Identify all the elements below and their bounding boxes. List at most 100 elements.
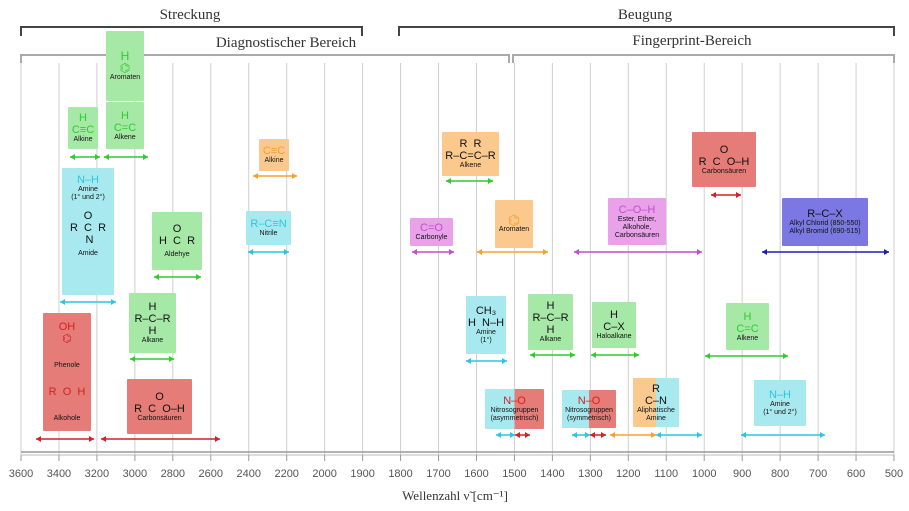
cap-alkene-ch: Alkene	[114, 133, 136, 141]
arrowhead	[585, 432, 590, 438]
cap-nitro-sym: Nitrosogruppen (symmetrisch)	[565, 407, 613, 422]
arrowhead	[515, 432, 520, 438]
tick-labels: 3600 3400 3200 3000 2800 2600 2400 2200 2000 1900…	[9, 455, 903, 480]
box-aromaten: H ⌬ Aromaten	[106, 31, 144, 101]
tick-label: 1900	[350, 468, 374, 480]
cap-aromaten2: Aromaten	[498, 226, 530, 233]
cap-alkylhalide: Alkyl Chlorid (850-550) Alkyl Bromid (69…	[789, 220, 861, 235]
diagnostic-bracket	[20, 54, 510, 63]
arrowhead	[196, 274, 201, 280]
tick-label: 1600	[464, 468, 488, 480]
mol-ester: C–O–H	[618, 203, 656, 216]
tick-label: 1300	[578, 468, 602, 480]
box-alkine-cc: C≡C Alkine	[259, 139, 289, 171]
arrowhead	[820, 432, 825, 438]
beugung-bracket	[398, 26, 895, 36]
mol-carbonsaeuren-co: O R C O–H	[698, 143, 750, 168]
box-nitro-asym: N–O Nitrosogruppen (asymmetrisch)	[485, 389, 544, 429]
cap-haloalkane: Haloalkane	[596, 333, 632, 340]
box-carbonyle: C=O Carbonyle	[410, 218, 453, 246]
box-alkene-ch: H C=C Alkene	[106, 102, 144, 149]
cap-alkane-bend: Alkane	[539, 336, 562, 343]
cap-amine-bend: Amine (1° und 2°)	[763, 401, 797, 416]
mol-nitro-asym: N–O	[503, 395, 526, 407]
arrowhead	[104, 154, 109, 160]
mol-aliph-amine: R C–N	[644, 382, 667, 407]
mol-alkine-ch: H C≡C	[71, 112, 95, 136]
cap-nitro-asym: Nitrosogruppen (asymmetrisch)	[490, 407, 539, 422]
tick-label: 1500	[502, 468, 526, 480]
tick-label: 1100	[654, 468, 678, 480]
arrowhead	[215, 436, 220, 442]
mol-amine1: CH₃ H N–H	[467, 305, 505, 329]
cap-carbonsaeuren-co: Carbonsäuren	[701, 167, 747, 175]
mol-alkine-cc: C≡C	[262, 145, 286, 157]
arrowhead	[143, 154, 148, 160]
arrowhead	[590, 432, 595, 438]
box-amine-bend: N–H Amine (1° und 2°)	[754, 380, 806, 426]
cap-amine: Amine (1° und 2°)	[71, 186, 105, 201]
range-arrows	[36, 154, 889, 442]
arrowhead	[89, 436, 94, 442]
arrowhead	[95, 154, 100, 160]
mol-carbonyle: C=O	[420, 222, 443, 234]
tick-label: 1000	[692, 468, 716, 480]
tick-label: 2400	[236, 468, 260, 480]
mol-alkene-cc: R R R–C=C–R	[445, 138, 496, 162]
box-haloalkane: H C–X Haloalkane	[592, 302, 636, 348]
arrowhead	[130, 356, 135, 362]
mol-alkylhalide: R–C–X	[807, 208, 843, 220]
fingerprint-bracket	[512, 54, 895, 63]
cap-alkohole: Alkohole	[53, 414, 81, 422]
box-nitrile: R–C≡N Nitrile	[246, 211, 291, 245]
arrowhead	[884, 249, 889, 255]
arrowhead	[525, 432, 530, 438]
mol-amine-bend: N–H	[768, 389, 791, 401]
box-amine1: CH₃ H N–H Amine (1°)	[466, 296, 506, 354]
arrowhead	[111, 299, 116, 305]
box-alkene-cc: R R R–C=C–R Alkene	[442, 132, 499, 176]
arrowhead	[496, 432, 501, 438]
arrowhead	[697, 432, 702, 438]
arrowhead	[253, 173, 258, 179]
arrowhead	[101, 436, 106, 442]
arrowhead	[711, 192, 716, 198]
arrowhead	[248, 249, 253, 255]
box-ester: C–O–H Ester, Ether, Alkohole, Carbonsäur…	[608, 198, 666, 245]
mol-amine: N–H	[76, 174, 99, 186]
mol-aromaten2: ⌬	[507, 212, 521, 228]
arrowhead	[449, 249, 454, 255]
arrowhead	[488, 178, 493, 184]
arrowhead	[70, 154, 75, 160]
box-carbonsaeuren-co: O R C O–H Carbonsäuren	[692, 132, 756, 187]
cap-amide: Amide	[78, 250, 98, 257]
arrowhead	[651, 432, 656, 438]
streckung-bracket	[20, 26, 363, 36]
arrowhead	[284, 249, 289, 255]
mol-alkohole: R O H	[48, 386, 86, 399]
cap-alkene-cc: Alkene	[459, 162, 482, 169]
box-aliph-amine: R C–N Aliphatische Amine	[633, 378, 679, 427]
cap-alkine-ch: Alkine	[73, 136, 93, 143]
tick-label: 600	[847, 468, 865, 480]
arrowhead	[736, 192, 741, 198]
box-alkene-bend: H C=C Alkene	[726, 303, 769, 350]
mol-alkane-ch: H R–C–R H	[134, 301, 171, 337]
box-alkine-ch: H C≡C Alkine	[68, 107, 98, 149]
arrowhead	[446, 178, 451, 184]
tick-label: 900	[733, 468, 751, 480]
box-aldehyde: O H C R Aldehye	[152, 212, 202, 270]
mol-nitro-sym: N–O	[577, 395, 601, 407]
arrowhead	[36, 436, 41, 442]
tick-label: 1800	[388, 468, 412, 480]
tick-label: 2600	[199, 468, 223, 480]
arrowhead	[697, 249, 702, 255]
tick-label: 1400	[540, 468, 564, 480]
tick-label: 3200	[85, 468, 109, 480]
arrowhead	[705, 353, 710, 359]
box-alkane-bend: H R–C–R H Alkane	[528, 294, 573, 350]
cap-aldehyde: Aldehye	[164, 251, 190, 258]
arrowhead	[762, 249, 767, 255]
box-nitro-sym: N–O Nitrosogruppen (symmetrisch)	[562, 390, 616, 428]
mol-nitrile: R–C≡N	[250, 218, 287, 230]
